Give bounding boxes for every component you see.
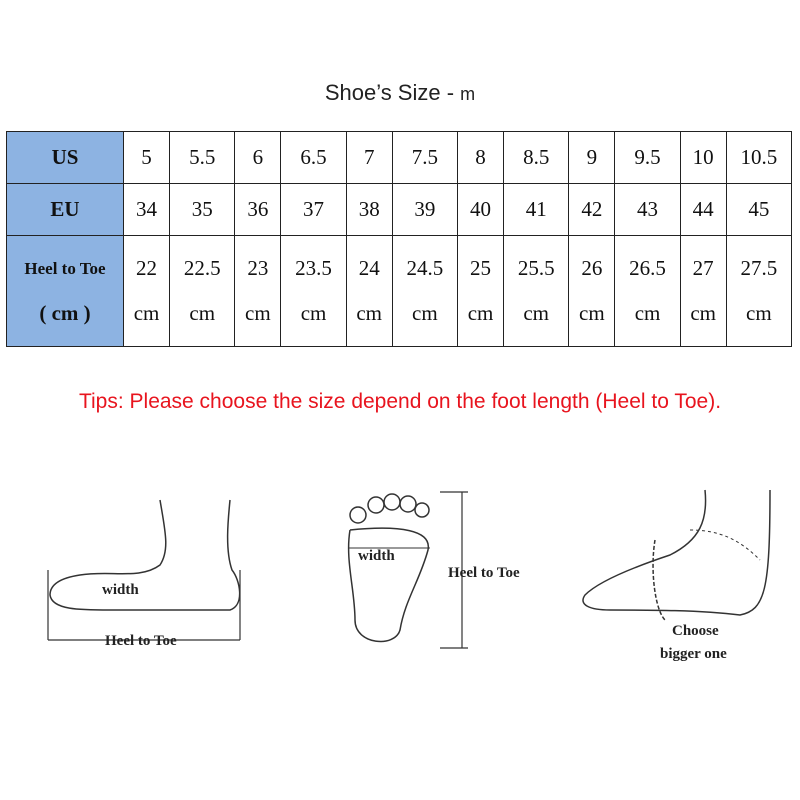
cm-cell: 23 cm: [234, 235, 282, 347]
side-length-label: Heel to Toe: [105, 633, 177, 649]
cm-header-unit: ( cm ): [39, 300, 91, 325]
cm-cell: 22 cm: [122, 235, 171, 347]
us-cell: 8: [456, 131, 505, 184]
eu-cell: 44: [679, 183, 727, 236]
cm-header: Heel to Toe ( cm ): [6, 235, 124, 347]
fit-label-line1: Choose: [672, 623, 719, 639]
cm-value: 23.5: [295, 256, 332, 280]
us-header: US: [6, 131, 124, 184]
cm-cell: 22.5 cm: [169, 235, 236, 347]
cm-value: 27.5: [740, 256, 778, 280]
us-row: US 5 5.5 6 6.5 7 7.5 8 8.5 9 9.5 10 10.5: [6, 131, 793, 184]
eu-cell: 43: [614, 183, 681, 236]
cm-unit: cm: [300, 301, 327, 325]
cm-cell: 26.5 cm: [614, 235, 681, 347]
us-cell: 5: [122, 131, 171, 184]
eu-cell: 42: [568, 183, 616, 236]
cm-row: Heel to Toe ( cm ) 22 cm 22.5 cm 23 cm 23.5 cm 24 c…: [6, 235, 793, 347]
cm-value: 26.5: [629, 256, 666, 280]
sole-length-label: Heel to Toe: [448, 565, 520, 581]
us-cell: 6.5: [280, 131, 347, 184]
cm-unit: cm: [189, 301, 216, 325]
cm-header-label: Heel to Toe: [24, 258, 106, 278]
size-table: US 5 5.5 6 6.5 7 7.5 8 8.5 9 9.5 10 10.5 EU 34 35 36 37 3…: [6, 131, 793, 347]
cm-cell: 26 cm: [568, 235, 616, 347]
eu-header: EU: [6, 183, 124, 236]
cm-unit: cm: [467, 301, 494, 325]
eu-cell: 36: [234, 183, 282, 236]
cm-cell: 24.5 cm: [391, 235, 458, 347]
shoe-fit-diagram: Choose bigger one: [582, 489, 771, 662]
cm-value: 22: [136, 256, 158, 280]
eu-cell: 40: [456, 183, 505, 236]
cm-value: 24: [358, 256, 380, 280]
eu-cell: 37: [280, 183, 347, 236]
cm-unit: cm: [690, 301, 716, 325]
cm-value: 26: [581, 256, 603, 280]
eu-row: EU 34 35 36 37 38 39 40 41 42 43 44 45: [6, 183, 793, 236]
cm-cell: 27.5 cm: [725, 235, 793, 347]
cm-value: 25: [470, 256, 492, 280]
cm-cell: 24 cm: [345, 235, 393, 347]
us-cell: 9: [568, 131, 616, 184]
us-cell: 5.5: [169, 131, 236, 184]
title-unit: m: [460, 84, 476, 104]
cm-unit: cm: [523, 301, 550, 325]
fit-label-line2: bigger one: [660, 646, 727, 662]
cm-value: 24.5: [406, 256, 444, 280]
cm-unit: cm: [579, 301, 605, 325]
cm-unit: cm: [356, 301, 383, 325]
sole-width-label: width: [358, 548, 395, 564]
sole-diagram: width Heel to Toe: [347, 491, 520, 649]
cm-unit: cm: [412, 301, 438, 325]
eu-cell: 35: [169, 183, 236, 236]
us-cell: 6: [234, 131, 282, 184]
side-width-label: width: [102, 582, 139, 598]
us-cell: 9.5: [614, 131, 681, 184]
page-title: Shoe’s Size - m: [0, 80, 800, 106]
cm-unit: cm: [634, 301, 661, 325]
eu-cell: 34: [122, 183, 171, 236]
cm-unit: cm: [133, 301, 160, 325]
cm-cell: 25.5 cm: [503, 235, 570, 347]
us-cell: 8.5: [503, 131, 570, 184]
cm-unit: cm: [746, 301, 772, 325]
eu-cell: 41: [503, 183, 570, 236]
us-cell: 10.5: [725, 131, 793, 184]
eu-cell: 38: [345, 183, 393, 236]
us-cell: 7: [345, 131, 393, 184]
cm-value: 22.5: [183, 256, 221, 280]
side-foot-diagram: width Heel to Toe: [47, 499, 241, 649]
cm-unit: cm: [245, 301, 271, 325]
eu-cell: 45: [725, 183, 793, 236]
foot-diagrams: width Heel to Toe width Heel to Toe Choo…: [47, 489, 771, 662]
cm-cell: 27 cm: [679, 235, 727, 347]
eu-cell: 39: [391, 183, 458, 236]
cm-value: 27: [692, 256, 714, 280]
us-cell: 7.5: [391, 131, 458, 184]
tips-text: Tips: Please choose the size depend on t…: [78, 390, 722, 413]
cm-value: 23: [247, 256, 269, 280]
cm-cell: 23.5 cm: [280, 235, 347, 347]
title-text: Shoe’s Size -: [324, 80, 455, 105]
us-cell: 10: [679, 131, 727, 184]
cm-cell: 25 cm: [456, 235, 505, 347]
cm-value: 25.5: [517, 256, 555, 280]
